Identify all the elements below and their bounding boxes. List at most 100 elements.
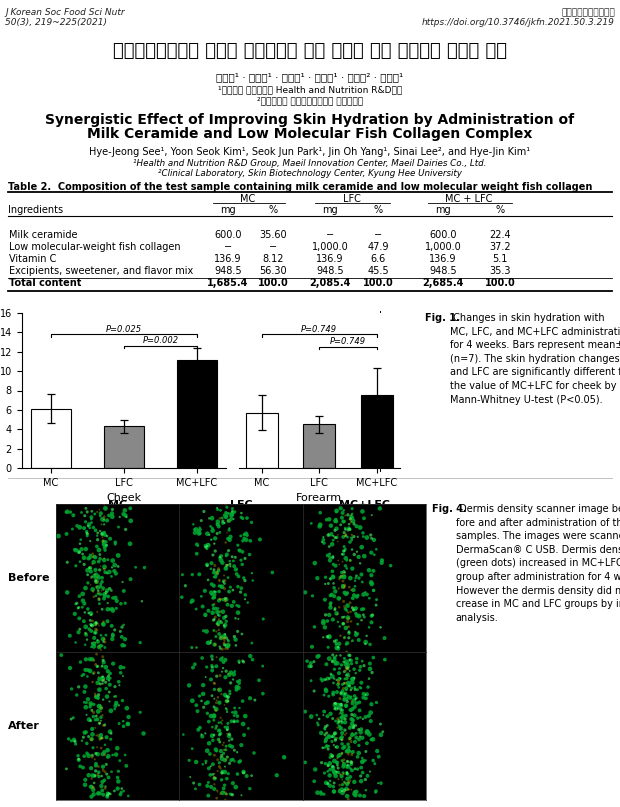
Point [86, 562, 96, 575]
Point [329, 766, 339, 779]
Point [326, 599, 335, 612]
Point [120, 749, 130, 762]
Point [350, 681, 360, 694]
Point [218, 738, 228, 751]
Point [96, 711, 106, 724]
Point [352, 731, 361, 744]
Point [339, 665, 349, 678]
Point [356, 682, 366, 695]
Point [98, 654, 108, 667]
Point [217, 767, 227, 780]
Point [91, 524, 100, 537]
Text: 136.9: 136.9 [429, 254, 457, 264]
Point [86, 619, 96, 632]
Point [211, 602, 221, 615]
Point [209, 563, 219, 576]
Point [89, 788, 99, 801]
Point [209, 700, 219, 713]
Point [70, 608, 80, 621]
Point [179, 728, 188, 741]
Point [87, 505, 97, 518]
Point [234, 755, 244, 768]
Point [232, 625, 242, 638]
Point [94, 786, 104, 799]
Point [329, 784, 339, 797]
Point [192, 699, 202, 712]
Text: ²Clinical Laboratory, Skin Biotechnology Center, Kyung Hee University: ²Clinical Laboratory, Skin Biotechnology… [158, 169, 462, 178]
Point [231, 633, 241, 646]
Point [222, 526, 232, 539]
Point [314, 650, 324, 663]
Point [107, 507, 117, 520]
Point [97, 776, 107, 788]
Point [236, 738, 246, 751]
Point [354, 746, 364, 759]
Point [71, 597, 81, 610]
Point [219, 785, 229, 798]
Point [228, 753, 238, 766]
Point [95, 787, 105, 800]
Point [224, 507, 234, 520]
Point [351, 628, 361, 641]
Point [100, 539, 110, 552]
Point [227, 740, 237, 753]
Point [118, 670, 128, 683]
Point [212, 567, 222, 579]
Point [348, 604, 358, 617]
Point [319, 767, 329, 780]
Point [92, 676, 102, 689]
Point [347, 508, 357, 521]
Point [99, 587, 109, 600]
Point [107, 765, 117, 778]
Point [309, 684, 319, 697]
Point [110, 565, 120, 578]
Point [97, 671, 107, 684]
Point [87, 571, 97, 583]
Point [348, 672, 358, 685]
Point [349, 530, 359, 543]
Point [354, 609, 364, 622]
Point [120, 504, 130, 516]
Text: P=0.025: P=0.025 [106, 325, 142, 334]
Point [366, 733, 376, 746]
Point [339, 545, 348, 558]
Point [113, 549, 123, 562]
Text: 2,085.4: 2,085.4 [309, 278, 351, 288]
Point [339, 740, 349, 753]
Point [101, 661, 111, 674]
Point [351, 602, 361, 615]
Point [219, 630, 229, 643]
Point [207, 653, 217, 666]
Point [110, 680, 120, 693]
Point [94, 766, 104, 779]
Point [346, 516, 356, 529]
Point [218, 593, 228, 606]
Point [344, 649, 354, 662]
Point [91, 747, 101, 760]
Point [343, 599, 353, 612]
Point [246, 650, 255, 663]
Point [312, 786, 322, 799]
Point [361, 754, 371, 767]
Point [97, 659, 107, 672]
Point [190, 658, 200, 671]
Point [356, 723, 366, 736]
Point [328, 761, 338, 774]
Point [202, 540, 212, 553]
Point [344, 669, 354, 682]
Point [92, 624, 102, 637]
Point [333, 713, 343, 725]
Point [87, 733, 97, 746]
Point [355, 696, 365, 709]
Point [208, 661, 218, 674]
Point [365, 728, 374, 741]
Point [219, 612, 229, 625]
Point [234, 570, 244, 583]
Point [100, 566, 110, 579]
Point [79, 597, 89, 610]
Point [210, 683, 219, 696]
Text: Table 2.  Composition of the test sample containing milk ceramide and low molecu: Table 2. Composition of the test sample … [8, 182, 592, 192]
Point [376, 717, 386, 730]
Point [330, 653, 340, 666]
Text: P=0.002: P=0.002 [143, 337, 179, 345]
